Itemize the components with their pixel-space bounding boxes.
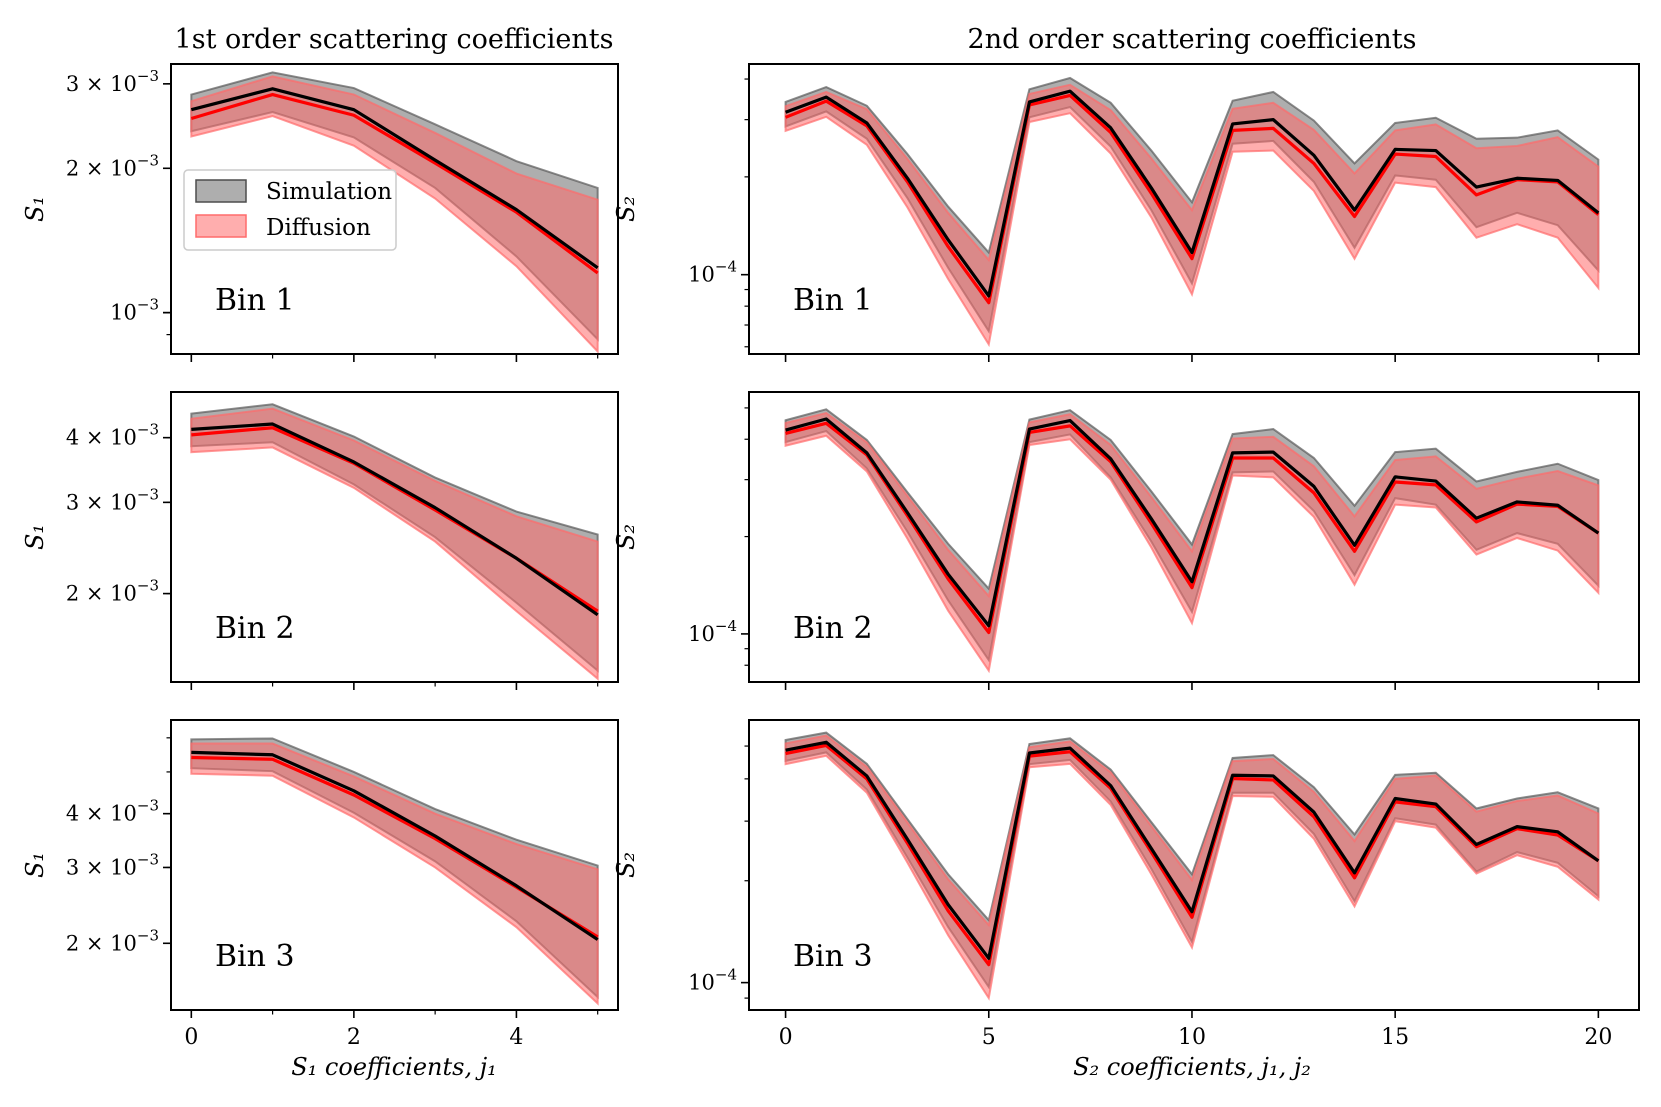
legend-simulation-label: Simulation bbox=[266, 179, 392, 205]
diffusion-line bbox=[785, 421, 1600, 635]
y-tick-label-base: 10 bbox=[688, 971, 715, 995]
y-tick-label: 2 × 10−3 bbox=[66, 926, 159, 955]
plot-area bbox=[784, 731, 1600, 1001]
y-tick-label: 10−4 bbox=[688, 258, 737, 287]
diffusion-line bbox=[784, 93, 1600, 305]
legend-diffusion-label: Diffusion bbox=[266, 215, 371, 241]
y-tick-label-base: 10 bbox=[688, 622, 715, 646]
simulation-line bbox=[191, 750, 599, 941]
y-tick-label-base: 3 × 10 bbox=[66, 490, 137, 514]
y-tick-label: 2 × 10−3 bbox=[66, 151, 159, 180]
simulation-line bbox=[785, 417, 1600, 628]
simulation-line bbox=[191, 422, 599, 617]
y-tick-label: 10−4 bbox=[688, 617, 737, 646]
bin-annotation: Bin 2 bbox=[793, 611, 873, 646]
y-tick-label-base: 4 × 10 bbox=[66, 802, 137, 826]
y-tick-label-base: 10 bbox=[688, 263, 715, 287]
y-tick-label-base: 10 bbox=[110, 301, 137, 325]
x-tick-label: 0 bbox=[779, 1025, 793, 1050]
y-tick-label-base: 2 × 10 bbox=[66, 931, 137, 955]
y-tick-label-base: 3 × 10 bbox=[66, 855, 137, 879]
left-column-title: 1st order scattering coefficients bbox=[175, 24, 614, 55]
y-axis-label: S₂ bbox=[612, 852, 640, 878]
panel-S2-bin2: 10−4 S₂ Bin 2 bbox=[612, 391, 1640, 690]
x-tick-label: 20 bbox=[1584, 1025, 1612, 1050]
y-axis-label: S₂ bbox=[612, 524, 640, 550]
plot-area bbox=[190, 403, 599, 681]
x-tick-label: 2 bbox=[347, 1025, 361, 1050]
y-tick-label: 3 × 10−3 bbox=[66, 485, 159, 514]
panel-S2-bin1: 10−4 S₂ Bin 1 bbox=[612, 63, 1640, 362]
y-tick-label-base: 2 × 10 bbox=[66, 582, 137, 606]
y-tick-label-exponent: −3 bbox=[137, 296, 159, 314]
diffusion-band bbox=[784, 734, 1600, 1001]
plot-area bbox=[784, 76, 1600, 348]
y-tick-label: 10−3 bbox=[110, 296, 159, 325]
simulation-line bbox=[190, 87, 599, 270]
y-axis-label: S₁ bbox=[21, 524, 49, 550]
y-tick-label-exponent: −3 bbox=[137, 577, 159, 595]
diffusion-line bbox=[190, 92, 599, 275]
y-tick-label-exponent: −3 bbox=[137, 850, 159, 868]
diffusion-band bbox=[190, 742, 599, 1006]
y-tick-label-exponent: −3 bbox=[137, 485, 159, 503]
y-axis-label: S₁ bbox=[21, 852, 49, 878]
simulation-line bbox=[785, 89, 1600, 298]
bin-annotation: Bin 1 bbox=[793, 283, 873, 318]
y-tick-label-base: 2 × 10 bbox=[66, 156, 137, 180]
simulation-line bbox=[785, 740, 1600, 960]
diffusion-line bbox=[785, 743, 1600, 967]
diffusion-band bbox=[190, 407, 599, 681]
y-tick-label-exponent: −3 bbox=[137, 67, 159, 85]
panel-frame bbox=[170, 719, 619, 1011]
x-tick-label: 0 bbox=[184, 1025, 198, 1050]
y-tick-label-exponent: −4 bbox=[715, 258, 737, 276]
plot-area bbox=[784, 408, 1600, 674]
bin-annotation: Bin 3 bbox=[215, 939, 295, 974]
y-axis-label: S₂ bbox=[612, 196, 640, 222]
x-tick-label: 10 bbox=[1178, 1025, 1206, 1050]
x-tick-label: 5 bbox=[982, 1025, 996, 1050]
y-tick-label-exponent: −3 bbox=[137, 151, 159, 169]
y-tick-label-base: 3 × 10 bbox=[66, 72, 137, 96]
bin-annotation: Bin 2 bbox=[215, 611, 295, 646]
y-tick-label-exponent: −3 bbox=[137, 797, 159, 815]
legend: Simulation Diffusion bbox=[183, 169, 397, 251]
diffusion-band bbox=[784, 83, 1600, 348]
y-tick-label: 4 × 10−3 bbox=[66, 421, 159, 450]
bin-annotation: Bin 1 bbox=[215, 283, 295, 318]
y-tick-label-base: 4 × 10 bbox=[66, 426, 137, 450]
y-tick-label: 10−4 bbox=[688, 966, 737, 995]
panel-frame bbox=[170, 391, 619, 683]
y-tick-label-exponent: −3 bbox=[137, 421, 159, 439]
y-tick-label: 2 × 10−3 bbox=[66, 577, 159, 606]
y-tick-label-exponent: −4 bbox=[715, 966, 737, 984]
y-tick-label: 3 × 10−3 bbox=[66, 67, 159, 96]
x-tick-label: 4 bbox=[509, 1025, 523, 1050]
right-x-axis-label: S₂ coefficients, j₁, j₂ bbox=[1073, 1053, 1311, 1081]
bin-annotation: Bin 3 bbox=[793, 939, 873, 974]
x-tick-label: 15 bbox=[1381, 1025, 1409, 1050]
y-tick-label: 4 × 10−3 bbox=[66, 797, 159, 826]
y-tick-label-exponent: −3 bbox=[137, 926, 159, 944]
y-tick-label-exponent: −4 bbox=[715, 617, 737, 635]
plot-area bbox=[190, 71, 599, 354]
left-x-axis-label: S₁ coefficients, j₁ bbox=[291, 1053, 497, 1081]
y-tick-label: 3 × 10−3 bbox=[66, 850, 159, 879]
y-axis-label: S₁ bbox=[21, 196, 49, 222]
right-column-title: 2nd order scattering coefficients bbox=[968, 24, 1417, 55]
plot-area bbox=[190, 737, 599, 1006]
legend-diffusion-swatch bbox=[195, 214, 247, 238]
panel-frame bbox=[748, 63, 1640, 355]
panel-frame bbox=[748, 719, 1640, 1011]
legend-simulation-swatch bbox=[195, 179, 247, 203]
panel-frame bbox=[170, 63, 619, 355]
